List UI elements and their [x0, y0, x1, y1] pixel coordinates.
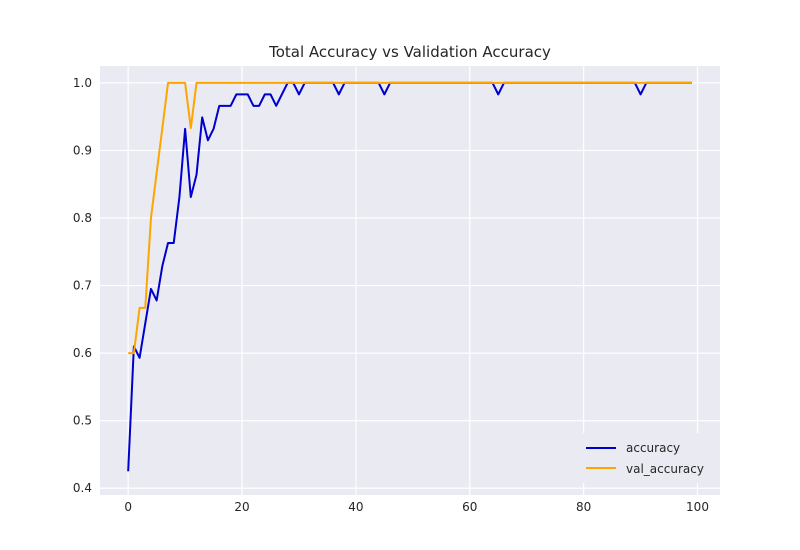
y-tick-label: 0.5: [73, 414, 92, 428]
x-tick-label: 100: [686, 500, 709, 514]
x-tick-label: 0: [124, 500, 132, 514]
x-tick-label: 60: [462, 500, 477, 514]
chart-title: Total Accuracy vs Validation Accuracy: [268, 43, 551, 61]
x-tick-label: 20: [234, 500, 249, 514]
y-tick-label: 0.4: [73, 481, 92, 495]
y-axis-ticks: 0.4 0.5 0.6 0.7 0.8 0.9 1.0: [73, 76, 92, 495]
y-tick-label: 1.0: [73, 76, 92, 90]
x-tick-label: 40: [348, 500, 363, 514]
x-axis-ticks: 0 20 40 60 80 100: [124, 500, 709, 514]
y-tick-label: 0.8: [73, 211, 92, 225]
legend-box: [578, 433, 714, 483]
legend-label-val-accuracy: val_accuracy: [626, 462, 704, 476]
y-tick-label: 0.7: [73, 279, 92, 293]
y-tick-label: 0.9: [73, 143, 92, 157]
legend: accuracy val_accuracy: [578, 433, 714, 483]
y-tick-label: 0.6: [73, 346, 92, 360]
series-lines: [127, 81, 692, 472]
x-tick-label: 80: [576, 500, 591, 514]
plot-area: [100, 66, 720, 495]
series-line-val-accuracy: [128, 81, 692, 355]
legend-label-accuracy: accuracy: [626, 441, 680, 455]
